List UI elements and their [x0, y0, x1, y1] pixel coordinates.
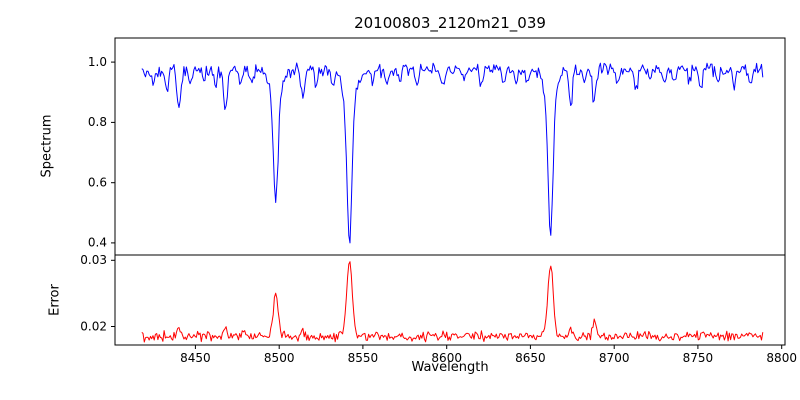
y-tick-label: 1.0 [88, 55, 107, 69]
error-line [141, 261, 764, 343]
x-tick-label: 8550 [348, 351, 379, 365]
x-tick-label: 8700 [599, 351, 630, 365]
y-tick-label: 0.02 [80, 319, 107, 333]
x-tick-label: 8450 [180, 351, 211, 365]
y-tick-label: 0.03 [80, 253, 107, 267]
x-tick-label: 8650 [515, 351, 546, 365]
chart-title: 20100803_2120m21_039 [354, 14, 546, 32]
y-tick-label: 0.8 [88, 115, 107, 129]
spectrum-line [141, 62, 764, 244]
x-tick-label: 8750 [683, 351, 714, 365]
x-tick-label: 8800 [766, 351, 797, 365]
error-axes-frame [114, 254, 786, 346]
y-tick-label: 0.6 [88, 176, 107, 190]
x-tick-label: 8500 [264, 351, 295, 365]
wavelength-x-axis-label: Wavelength [411, 360, 489, 375]
y-tick-label: 0.4 [88, 236, 107, 250]
x-tick-label: 8600 [431, 351, 462, 365]
